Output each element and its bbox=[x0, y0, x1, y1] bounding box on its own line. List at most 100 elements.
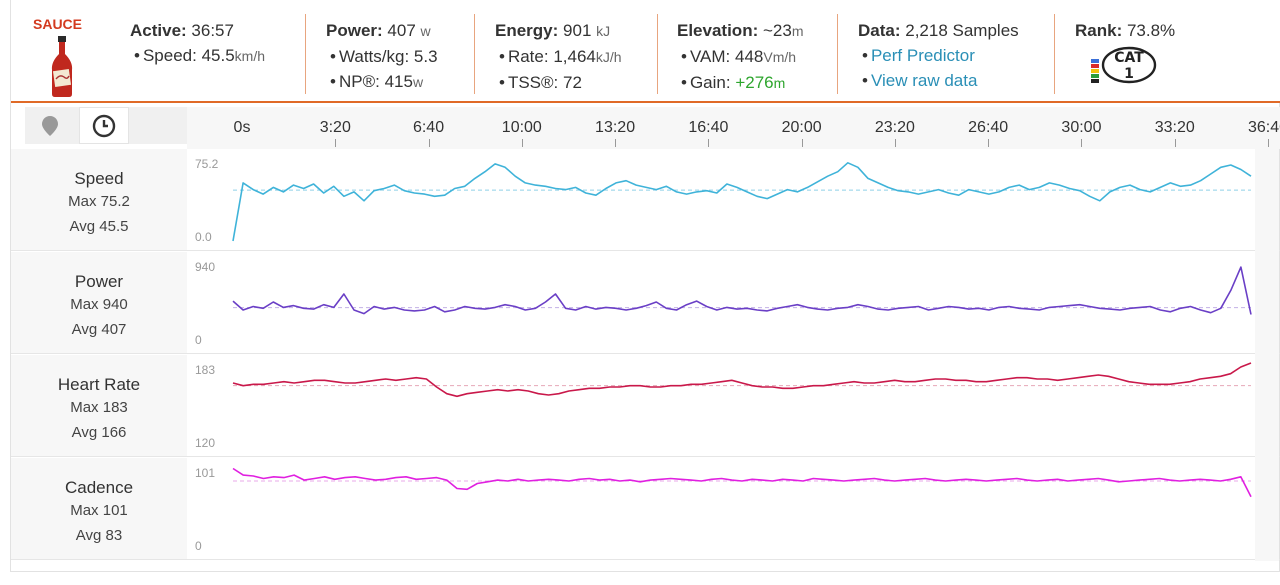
metric-name: Speed bbox=[74, 169, 124, 188]
series-line bbox=[232, 467, 1252, 498]
clock-icon bbox=[92, 114, 116, 137]
series-line bbox=[232, 362, 1252, 398]
series-line bbox=[232, 162, 1252, 242]
metric-plot[interactable]: 940 0 bbox=[187, 252, 1257, 353]
time-tick-label: 36:40 bbox=[1247, 119, 1280, 136]
activity-panel: SAUCE Active: 36:57 Speed: 45.5km/h Powe… bbox=[10, 0, 1280, 572]
wkg-stat: Watts/kg: 5.3 bbox=[326, 44, 438, 69]
vam-label: VAM: bbox=[689, 47, 731, 66]
metric-avg: Avg 407 bbox=[71, 321, 127, 338]
cat-rank-badge-icon: CAT 1 bbox=[1091, 46, 1157, 84]
elevation-value: ~23 bbox=[762, 21, 792, 40]
y-axis-min-label: 0 bbox=[195, 539, 202, 553]
time-tick-label: 3:20 bbox=[319, 119, 351, 136]
series-line bbox=[232, 266, 1252, 315]
rank-stat-group: Rank: 73.8% bbox=[1075, 18, 1175, 43]
time-tick-label: 33:20 bbox=[1154, 119, 1195, 136]
time-tick-label: 13:20 bbox=[595, 119, 636, 136]
metric-name: Power bbox=[74, 272, 124, 291]
rate-value: 1,464 bbox=[553, 47, 596, 66]
data-value: 2,218 Samples bbox=[905, 21, 1019, 40]
time-tick-label: 20:00 bbox=[781, 119, 822, 136]
vam-value: 448 bbox=[735, 47, 764, 66]
energy-value: 901 bbox=[563, 21, 592, 40]
y-axis-max-label: 101 bbox=[195, 466, 216, 480]
time-tick-mark bbox=[988, 139, 990, 147]
map-pin-button[interactable] bbox=[25, 107, 75, 144]
vam-stat: VAM: 448Vm/h bbox=[677, 44, 804, 70]
metric-plot[interactable]: 101 0 bbox=[187, 458, 1257, 559]
line-chart-cadence bbox=[232, 467, 1252, 498]
active-label: Active: bbox=[130, 21, 187, 40]
elevation-label: Elevation: bbox=[677, 21, 759, 40]
metric-label-column: Speed Max 75.2 Avg 45.5 bbox=[11, 149, 187, 250]
time-tick-label: 0s bbox=[233, 119, 251, 136]
cat-badge[interactable]: CAT 1 bbox=[1091, 45, 1159, 90]
divider bbox=[1054, 14, 1055, 94]
tss-value: 72 bbox=[563, 73, 582, 92]
rate-stat: Rate: 1,464kJ/h bbox=[495, 44, 622, 70]
rank-value: 73.8% bbox=[1126, 21, 1176, 40]
metric-max: Max 75.2 bbox=[68, 193, 130, 210]
time-tick-mark bbox=[521, 139, 523, 147]
elevation-unit: m bbox=[791, 23, 804, 39]
energy-label: Energy: bbox=[495, 21, 559, 40]
metric-max: Max 101 bbox=[70, 502, 128, 519]
cat-text: CAT bbox=[1114, 50, 1144, 66]
y-axis-max-label: 940 bbox=[195, 260, 216, 274]
divider bbox=[305, 14, 306, 94]
gain-value: +276 bbox=[735, 73, 774, 92]
metric-row-power: Power Max 940 Avg 407 940 0 bbox=[11, 252, 1280, 353]
gain-stat: Gain: +276m bbox=[677, 70, 804, 96]
logo-text: SAUCE bbox=[33, 16, 83, 32]
power-unit: w bbox=[420, 23, 431, 39]
metric-label-column: Heart Rate Max 183 Avg 166 bbox=[11, 355, 187, 456]
metric-name: Heart Rate bbox=[57, 375, 141, 394]
row-divider bbox=[11, 559, 1280, 560]
elevation-stat-group: Elevation: ~23m VAM: 448Vm/h Gain: +276m bbox=[677, 18, 804, 96]
perf-predictor-link[interactable]: Perf Predictor bbox=[870, 46, 975, 65]
time-tick-mark bbox=[1081, 139, 1083, 147]
rate-unit: kJ/h bbox=[595, 49, 622, 65]
row-divider bbox=[11, 456, 1280, 457]
metric-avg: Avg 166 bbox=[71, 424, 127, 441]
activity-header: SAUCE Active: 36:57 Speed: 45.5km/h Powe… bbox=[11, 0, 1280, 103]
metric-label-column: Cadence Max 101 Avg 83 bbox=[11, 458, 187, 559]
vam-unit: Vm/h bbox=[763, 49, 797, 65]
metric-row-speed: Speed Max 75.2 Avg 45.5 75.2 0.0 bbox=[11, 149, 1280, 250]
cat-number: 1 bbox=[1124, 66, 1134, 82]
time-tick-mark bbox=[894, 139, 896, 147]
power-label: Power: bbox=[326, 21, 383, 40]
row-divider bbox=[11, 353, 1280, 354]
metric-plot[interactable]: 75.2 0.0 bbox=[187, 149, 1257, 250]
raw-data-item: View raw data bbox=[858, 68, 1019, 93]
metric-name: Cadence bbox=[64, 478, 134, 497]
data-label: Data: bbox=[858, 21, 901, 40]
time-tick-mark bbox=[801, 139, 803, 147]
time-tick-mark bbox=[1268, 139, 1269, 147]
line-chart-heart-rate bbox=[232, 362, 1252, 398]
divider bbox=[657, 14, 658, 94]
np-unit: w bbox=[412, 74, 424, 90]
energy-stat-group: Energy: 901 kJ Rate: 1,464kJ/h TSS®: 72 bbox=[495, 18, 622, 95]
right-gutter bbox=[1255, 149, 1279, 561]
gain-unit: m bbox=[773, 75, 786, 91]
active-value: 36:57 bbox=[191, 21, 234, 40]
y-axis-min-label: 120 bbox=[195, 436, 216, 450]
time-tick-mark bbox=[428, 139, 430, 147]
metric-row-heart-rate: Heart Rate Max 183 Avg 166 183 120 bbox=[11, 355, 1280, 456]
np-value: 415 bbox=[384, 72, 413, 91]
energy-unit: kJ bbox=[596, 23, 611, 39]
metric-plot[interactable]: 183 120 bbox=[187, 355, 1257, 456]
time-tick-mark bbox=[335, 139, 337, 147]
time-tick-mark bbox=[615, 139, 617, 147]
line-chart-power bbox=[232, 266, 1252, 315]
time-tick-label: 26:40 bbox=[968, 119, 1009, 136]
time-tick-mark bbox=[708, 139, 710, 147]
clock-button[interactable] bbox=[79, 107, 129, 144]
np-stat: NP®: 415w bbox=[326, 69, 438, 95]
view-raw-data-link[interactable]: View raw data bbox=[870, 71, 978, 90]
speed-unit: km/h bbox=[234, 48, 266, 64]
gain-label: Gain: bbox=[689, 73, 731, 92]
metric-max: Max 940 bbox=[70, 296, 128, 313]
